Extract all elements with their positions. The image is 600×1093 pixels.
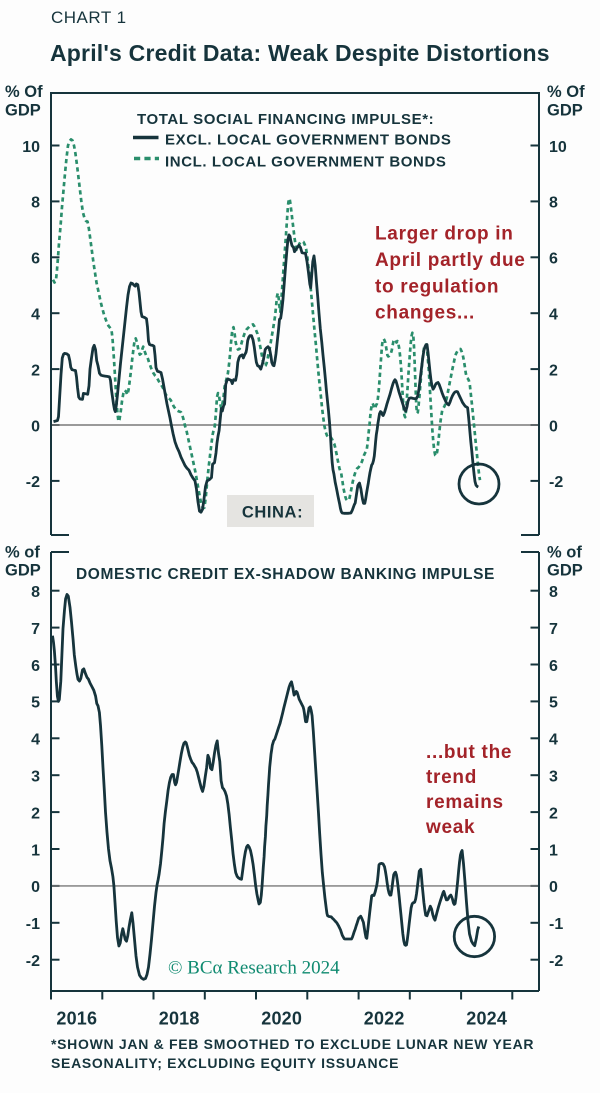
svg-text:2022: 2022	[364, 1009, 405, 1029]
svg-text:EXCL. LOCAL GOVERNMENT BONDS: EXCL. LOCAL GOVERNMENT BONDS	[165, 132, 452, 149]
svg-text:8: 8	[31, 584, 40, 601]
svg-text:3: 3	[549, 769, 558, 786]
svg-text:% of: % of	[5, 544, 40, 562]
svg-text:SEASONALITY; EXCLUDING EQUITY: SEASONALITY; EXCLUDING EQUITY ISSUANCE	[51, 1055, 399, 1071]
svg-text:2024: 2024	[466, 1009, 507, 1029]
svg-text:© BCα Research 2024: © BCα Research 2024	[168, 958, 340, 979]
svg-text:% Of: % Of	[5, 83, 43, 101]
svg-text:GDP: GDP	[5, 101, 41, 119]
svg-text:DOMESTIC CREDIT EX-SHADOW BANK: DOMESTIC CREDIT EX-SHADOW BANKING IMPULS…	[76, 566, 495, 583]
svg-text:TOTAL SOCIAL FINANCING IMPULSE: TOTAL SOCIAL FINANCING IMPULSE*:	[137, 111, 434, 128]
svg-text:April's Credit Data: Weak Desp: April's Credit Data: Weak Despite Distor…	[50, 40, 550, 66]
svg-text:7: 7	[31, 621, 40, 638]
svg-text:GDP: GDP	[547, 101, 583, 119]
svg-text:2020: 2020	[261, 1009, 302, 1029]
svg-text:2: 2	[31, 362, 40, 379]
svg-text:...but the: ...but the	[426, 742, 512, 763]
svg-text:-2: -2	[549, 953, 563, 970]
svg-text:7: 7	[549, 621, 558, 638]
svg-text:-2: -2	[549, 474, 563, 491]
svg-text:3: 3	[31, 769, 40, 786]
svg-text:remains: remains	[426, 792, 504, 813]
svg-text:% of: % of	[547, 544, 582, 562]
svg-text:4: 4	[31, 307, 40, 324]
svg-text:2016: 2016	[56, 1009, 97, 1029]
svg-text:6: 6	[549, 658, 558, 675]
svg-text:2: 2	[549, 362, 558, 379]
svg-text:2: 2	[549, 805, 558, 822]
svg-text:2018: 2018	[159, 1009, 200, 1029]
svg-text:-1: -1	[549, 916, 563, 933]
svg-text:4: 4	[549, 732, 558, 749]
svg-text:INCL. LOCAL GOVERNMENT BONDS: INCL. LOCAL GOVERNMENT BONDS	[165, 153, 447, 170]
svg-text:8: 8	[549, 195, 558, 212]
svg-text:to regulation: to regulation	[375, 276, 499, 297]
svg-text:trend: trend	[426, 767, 477, 788]
svg-text:6: 6	[549, 251, 558, 268]
svg-text:GDP: GDP	[547, 562, 583, 580]
svg-text:10: 10	[22, 139, 40, 156]
svg-text:8: 8	[549, 584, 558, 601]
svg-text:0: 0	[549, 418, 558, 435]
svg-text:4: 4	[31, 732, 40, 749]
svg-text:1: 1	[31, 842, 40, 859]
svg-text:CHINA:: CHINA:	[242, 504, 303, 522]
svg-text:*SHOWN JAN & FEB SMOOTHED TO E: *SHOWN JAN & FEB SMOOTHED TO EXCLUDE LUN…	[51, 1036, 534, 1052]
svg-text:2: 2	[31, 805, 40, 822]
svg-text:0: 0	[549, 879, 558, 896]
svg-text:1: 1	[549, 842, 558, 859]
svg-text:0: 0	[31, 879, 40, 896]
svg-text:0: 0	[31, 418, 40, 435]
svg-text:4: 4	[549, 307, 558, 324]
svg-text:weak: weak	[425, 817, 475, 838]
svg-text:CHART 1: CHART 1	[51, 8, 127, 27]
svg-text:-2: -2	[26, 953, 40, 970]
svg-text:5: 5	[549, 695, 558, 712]
svg-text:-1: -1	[26, 916, 40, 933]
svg-text:GDP: GDP	[5, 562, 41, 580]
svg-text:10: 10	[549, 139, 567, 156]
svg-text:% Of: % Of	[547, 83, 585, 101]
svg-text:6: 6	[31, 251, 40, 268]
svg-text:8: 8	[31, 195, 40, 212]
svg-text:6: 6	[31, 658, 40, 675]
svg-text:Larger drop in: Larger drop in	[375, 224, 514, 245]
svg-text:changes...: changes...	[375, 303, 475, 324]
svg-text:5: 5	[31, 695, 40, 712]
svg-text:April partly due: April partly due	[375, 250, 526, 271]
svg-text:-2: -2	[26, 474, 40, 491]
